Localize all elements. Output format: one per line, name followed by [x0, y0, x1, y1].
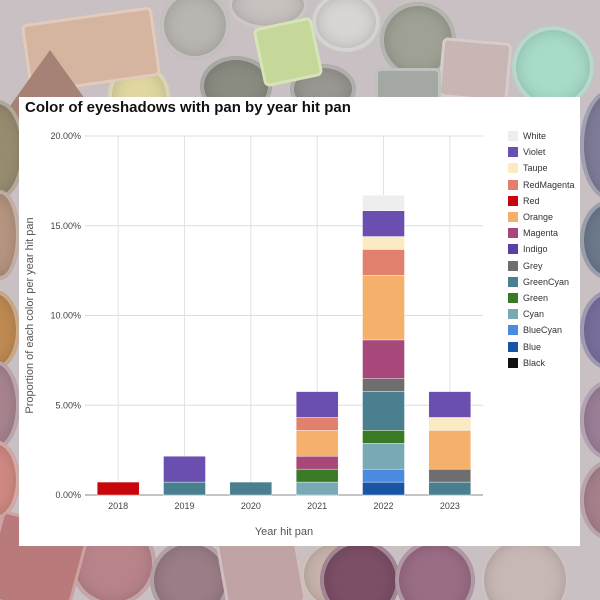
- legend-swatch: [508, 212, 518, 223]
- legend-swatch: [508, 292, 518, 303]
- legend-label: GreenCyan: [523, 276, 570, 287]
- x-tick-label: 2020: [241, 501, 261, 511]
- y-tick-label: 5.00%: [55, 400, 81, 410]
- legend-label: Orange: [523, 212, 554, 223]
- legend-item-red: Red: [508, 193, 580, 209]
- legend-swatch: [508, 325, 518, 336]
- bar-segment-redmagenta: [362, 249, 405, 276]
- x-tick-label: 2019: [174, 501, 194, 511]
- legend-label: Indigo: [523, 244, 548, 255]
- bar-segment-taupe: [428, 417, 472, 431]
- legend-item-taupe: Taupe: [508, 160, 580, 176]
- legend-label: Taupe: [523, 163, 548, 174]
- legend-swatch: [508, 244, 518, 255]
- legend-label: RedMagenta: [523, 179, 575, 190]
- bar-segment-magenta: [362, 339, 405, 379]
- legend-item-redmagenta: RedMagenta: [508, 177, 580, 193]
- legend-swatch: [508, 179, 518, 190]
- legend-swatch: [508, 357, 518, 368]
- bar-segment-greencyan: [362, 391, 405, 431]
- bar-segment-cyan: [295, 481, 339, 496]
- stacked-bar-chart: 0.00% 5.00% 10.00% 15.00% 20.00% 2018 2019 2020…: [24, 131, 483, 538]
- bar-segment-white: [362, 195, 405, 211]
- legend-swatch: [508, 163, 518, 174]
- x-tick-label: 2023: [440, 501, 460, 511]
- legend-item-blue: Blue: [508, 338, 580, 354]
- legend-label: White: [523, 131, 547, 142]
- legend-label: Blue: [523, 341, 542, 352]
- bar-segment-grey: [362, 378, 405, 392]
- x-tick-label: 2018: [108, 501, 128, 511]
- chart-card: Color of eyeshadows with pan by year hit…: [19, 97, 580, 546]
- y-tick-label: 20.00%: [50, 131, 81, 141]
- legend-label: Violet: [523, 147, 546, 158]
- chart-title: Color of eyeshadows with pan by year hit…: [25, 99, 351, 116]
- legend-item-black: Black: [508, 355, 580, 371]
- legend-item-bluecyan: BlueCyan: [508, 322, 580, 338]
- bar-segment-greencyan: [163, 481, 206, 496]
- bar-segment-green: [295, 468, 339, 483]
- legend-label: Grey: [523, 260, 543, 271]
- bar-segment-orange: [295, 430, 339, 457]
- legend-swatch: [508, 276, 518, 287]
- bar-segment-green: [362, 430, 405, 444]
- bar-segment-blue: [362, 481, 405, 496]
- bar-segment-orange: [362, 275, 405, 341]
- legend-swatch: [508, 260, 518, 271]
- y-tick-label: 0.00%: [55, 490, 81, 500]
- bar-segment-cyan: [362, 443, 405, 470]
- legend-label: Red: [523, 195, 540, 206]
- bar-segment-magenta: [295, 456, 339, 470]
- legend-item-violet: Violet: [508, 144, 580, 160]
- bar-segment-red: [96, 481, 140, 496]
- legend-item-grey: Grey: [508, 258, 580, 274]
- legend-item-greencyan: GreenCyan: [508, 274, 580, 290]
- legend-item-orange: Orange: [508, 209, 580, 225]
- bar-segment-bluecyan: [362, 468, 405, 483]
- legend-label: BlueCyan: [523, 325, 563, 336]
- bar-segment-greencyan: [229, 481, 273, 496]
- x-tick-label: 2022: [373, 501, 393, 511]
- legend-item-green: Green: [508, 290, 580, 306]
- legend-swatch: [508, 147, 518, 158]
- bar-segment-violet: [362, 210, 405, 237]
- legend-item-magenta: Magenta: [508, 225, 580, 241]
- y-tick-label: 15.00%: [50, 221, 81, 231]
- chart-legend: White Violet Taupe RedMagenta Red Orange Magen…: [508, 128, 580, 371]
- legend-label: Cyan: [523, 309, 545, 320]
- legend-item-indigo: Indigo: [508, 241, 580, 257]
- y-axis-label: Proportion of each color per year hit pa…: [24, 217, 36, 413]
- bar-segment-orange: [428, 430, 472, 470]
- legend-swatch: [508, 195, 518, 206]
- x-axis-label: Year hit pan: [255, 526, 313, 538]
- bar-segment-redmagenta: [295, 417, 339, 431]
- bar-segment-violet: [428, 391, 472, 418]
- legend-label: Magenta: [523, 228, 559, 239]
- legend-label: Black: [523, 357, 546, 368]
- bar-segment-grey: [428, 468, 472, 483]
- y-tick-label: 10.00%: [50, 311, 81, 321]
- legend-swatch: [508, 228, 518, 239]
- x-tick-label: 2021: [307, 501, 327, 511]
- bar-segment-taupe: [362, 236, 405, 250]
- legend-item-cyan: Cyan: [508, 306, 580, 322]
- legend-swatch: [508, 309, 518, 320]
- legend-item-white: White: [508, 128, 580, 144]
- legend-label: Green: [523, 292, 549, 303]
- legend-swatch: [508, 341, 518, 352]
- bar-segment-violet: [163, 456, 206, 483]
- bar-segment-violet: [295, 391, 339, 418]
- legend-swatch: [508, 131, 518, 142]
- bar-segment-greencyan: [428, 481, 472, 496]
